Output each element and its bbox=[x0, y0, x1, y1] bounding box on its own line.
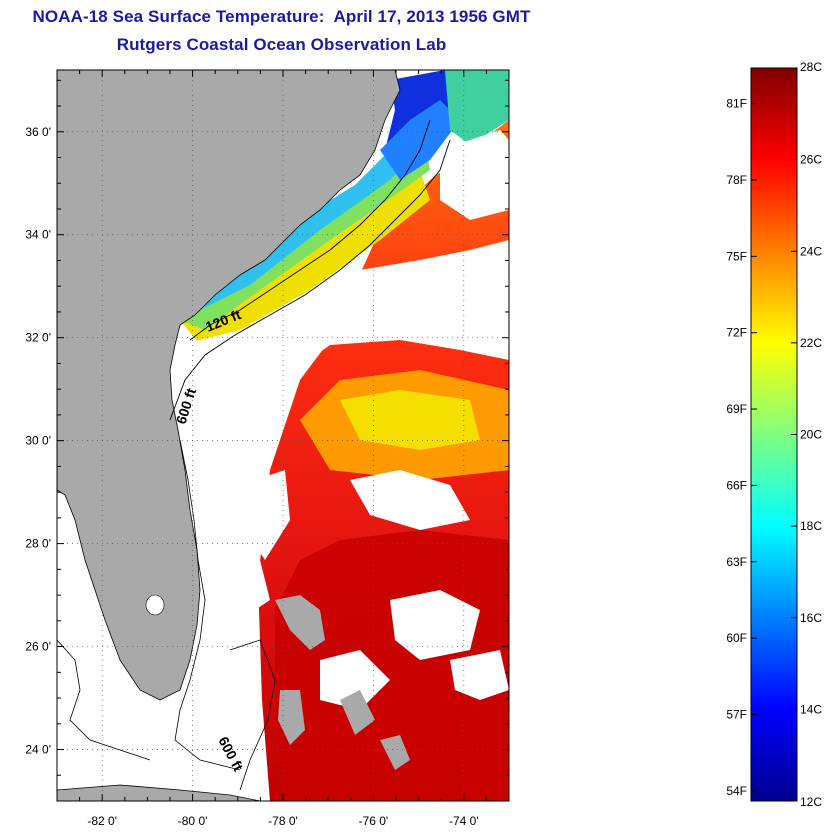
fahrenheit-tick-label: 75F bbox=[726, 249, 747, 263]
map-ticks bbox=[56, 70, 510, 802]
lat-tick-label: 26 0' bbox=[25, 640, 51, 654]
colorbar-gradient bbox=[750, 67, 798, 802]
fahrenheit-tick-label: 54F bbox=[726, 784, 747, 798]
us-land-mass bbox=[57, 70, 401, 701]
contour-120ft bbox=[189, 119, 431, 341]
fahrenheit-tick-label: 57F bbox=[726, 707, 747, 721]
lat-tick-label: 28 0' bbox=[25, 537, 51, 551]
celsius-tick-label: 18C bbox=[800, 519, 822, 533]
bahamas-land bbox=[275, 595, 410, 770]
contour-bahamas bbox=[229, 639, 276, 791]
lon-tick-label: -76 0' bbox=[359, 814, 389, 828]
lat-tick-label: 36 0' bbox=[25, 125, 51, 139]
cuba-land bbox=[57, 784, 261, 801]
celsius-tick-label: 12C bbox=[800, 795, 822, 809]
northeast-cool-strip bbox=[445, 70, 509, 145]
celsius-tick-label: 16C bbox=[800, 611, 822, 625]
fahrenheit-tick-label: 66F bbox=[726, 478, 747, 492]
fahrenheit-tick-label: 72F bbox=[726, 326, 747, 340]
cold-water-north-edge bbox=[380, 100, 460, 180]
lon-tick-label: -78 0' bbox=[268, 814, 298, 828]
fahrenheit-tick-label: 69F bbox=[726, 402, 747, 416]
lon-tick-label: -82 0' bbox=[87, 814, 117, 828]
lat-tick-label: 32 0' bbox=[25, 331, 51, 345]
celsius-tick-label: 20C bbox=[800, 428, 822, 442]
colorbar-ticks bbox=[751, 67, 797, 802]
mid-ocean-yellow-patch bbox=[340, 390, 480, 450]
colorbar-labels: 12C 14C 16C 18C 20C 22C 24C 26C 28C 54F 57F 60F 63F 6… bbox=[726, 60, 822, 809]
celsius-tick-label: 24C bbox=[800, 244, 822, 258]
lon-tick-label: -80 0' bbox=[178, 814, 208, 828]
fahrenheit-tick-label: 60F bbox=[726, 631, 747, 645]
fahrenheit-tick-label: 63F bbox=[726, 555, 747, 569]
lon-tick-label: -74 0' bbox=[449, 814, 479, 828]
contour-600ft bbox=[169, 139, 451, 421]
celsius-tick-label: 26C bbox=[800, 153, 822, 167]
map-gridlines bbox=[57, 70, 509, 801]
map-title: NOAA-18 Sea Surface Temperature: April 1… bbox=[32, 7, 531, 26]
lat-tick-label: 34 0' bbox=[25, 228, 51, 242]
temperature-colorbar: 12C 14C 16C 18C 20C 22C 24C 26C 28C 54F 57F 60F 63F 6… bbox=[726, 60, 822, 809]
lat-tick-label: 30 0' bbox=[25, 434, 51, 448]
fahrenheit-tick-label: 78F bbox=[726, 173, 747, 187]
contour-florida-shelf bbox=[174, 439, 241, 771]
contour-florida-west bbox=[57, 639, 151, 761]
celsius-tick-label: 14C bbox=[800, 702, 822, 716]
lake-okeechobee bbox=[145, 594, 165, 616]
sst-map: 24 0' 26 0' 28 0' 30 0' 32 0' 34 0' 36 0' -82 0… bbox=[25, 69, 510, 828]
map-tick-labels: 24 0' 26 0' 28 0' 30 0' 32 0' 34 0' 36 0' -82 0… bbox=[25, 125, 478, 828]
map-subtitle: Rutgers Coastal Ocean Observation Lab bbox=[116, 35, 447, 54]
celsius-tick-label: 28C bbox=[800, 60, 822, 74]
fahrenheit-tick-label: 81F bbox=[726, 97, 747, 111]
celsius-tick-label: 22C bbox=[800, 336, 822, 350]
lat-tick-label: 24 0' bbox=[25, 743, 51, 757]
